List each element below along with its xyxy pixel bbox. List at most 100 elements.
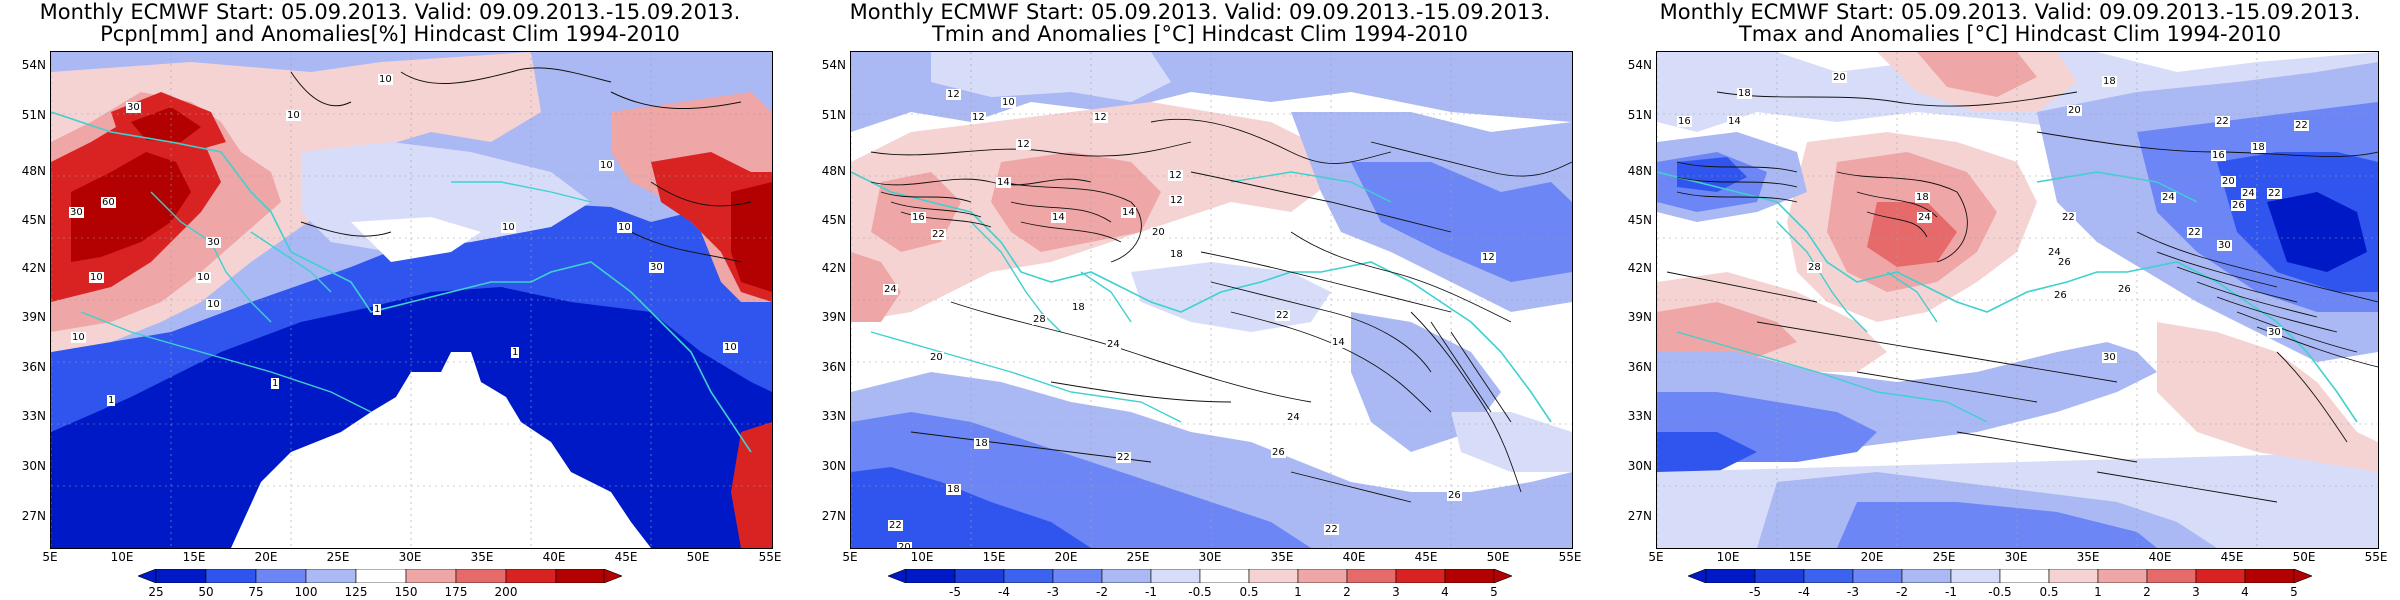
lat-label: 54N — [1627, 58, 1652, 72]
contour-label: 18 — [974, 438, 989, 449]
lon-label: 55E — [758, 550, 782, 564]
contour-label: 14 — [1727, 116, 1742, 127]
colorbar-tick: 1 — [1294, 585, 1302, 599]
precip-map: 10 10 30 30 60 10 10 10 1 1 1 10 30 10 1… — [50, 51, 773, 549]
lon-label: 20E — [1860, 550, 1884, 564]
lat-label: 51N — [21, 108, 46, 122]
contour-label: 10 — [89, 272, 104, 283]
lat-label: 42N — [1627, 261, 1652, 275]
lat-label: 36N — [1627, 360, 1652, 374]
contour-label: 22 — [2061, 212, 2076, 223]
panel-subtitle: Pcpn[mm] and Anomalies[%] Hindcast Clim … — [100, 22, 680, 46]
colorbar-tick: 125 — [344, 585, 368, 599]
colorbar-tick: 5 — [2290, 585, 2298, 599]
contour-label: 22 — [888, 520, 903, 531]
colorbar-tick: -1 — [1945, 585, 1957, 599]
contour-label: 18 — [2102, 76, 2117, 87]
colorbar-tick: -0.5 — [1988, 585, 2012, 599]
panel-tmin: Monthly ECMWF Start: 05.09.2013. Valid: … — [810, 0, 1590, 600]
colorbar-tick: -4 — [998, 585, 1010, 599]
lon-label: 35E — [470, 550, 494, 564]
colorbar — [1688, 569, 2312, 583]
colorbar-tick: 4 — [1441, 585, 1449, 599]
contour-label: 24 — [1106, 339, 1121, 350]
lon-label: 35E — [1270, 550, 1294, 564]
lat-label: 27N — [1627, 509, 1652, 523]
colorbar-tick: -4 — [1798, 585, 1810, 599]
contour-label: 16 — [1677, 116, 1692, 127]
contour-label: 26 — [1271, 447, 1286, 458]
contour-label: 10 — [501, 222, 516, 233]
colorbar-tick: 0.5 — [2039, 585, 2059, 599]
lon-label: 45E — [2220, 550, 2244, 564]
lon-label: 10E — [1716, 550, 1740, 564]
panel-tmax: Monthly ECMWF Start: 05.09.2013. Valid: … — [1620, 0, 2400, 600]
lon-label: 35E — [2076, 550, 2100, 564]
colorbar-tick: -3 — [1847, 585, 1859, 599]
lon-label: 40E — [2148, 550, 2172, 564]
contour-label: 1 — [373, 304, 382, 315]
contour-label: 26 — [2053, 290, 2068, 301]
colorbar — [138, 569, 622, 583]
contour-label: 20 — [1832, 72, 1847, 83]
lat-label: 33N — [821, 409, 846, 423]
contour-label: 16 — [911, 212, 926, 223]
colorbar-tick: 4 — [2241, 585, 2249, 599]
lon-label: 10E — [110, 550, 134, 564]
lon-label: 55E — [2364, 550, 2388, 564]
tmin-map-graphic — [851, 52, 1572, 548]
colorbar-tick: -5 — [1749, 585, 1761, 599]
contour-label: 1 — [107, 395, 116, 406]
lon-label: 50E — [1486, 550, 1510, 564]
lat-label: 45N — [1627, 213, 1652, 227]
lat-label: 33N — [1627, 409, 1652, 423]
colorbar-tick: 0.5 — [1239, 585, 1259, 599]
lon-label: 5E — [1648, 550, 1664, 564]
contour-label: 30 — [126, 102, 141, 113]
precip-map-graphic — [51, 52, 772, 548]
contour-label: 22 — [2215, 116, 2230, 127]
contour-label: 18 — [2251, 142, 2266, 153]
lat-label: 54N — [821, 58, 846, 72]
colorbar-tick: -1 — [1145, 585, 1157, 599]
contour-label: 24 — [883, 284, 898, 295]
colorbar-tick: 150 — [394, 585, 418, 599]
panel-title: Monthly ECMWF Start: 05.09.2013. Valid: … — [1659, 0, 2361, 24]
contour-label: 24 — [1917, 212, 1932, 223]
lat-label: 30N — [21, 459, 46, 473]
lon-label: 30E — [398, 550, 422, 564]
lat-label: 42N — [821, 261, 846, 275]
contour-label: 22 — [1324, 524, 1339, 535]
lat-label: 51N — [1627, 108, 1652, 122]
contour-label: 14 — [1331, 337, 1346, 348]
contour-label: 26 — [2117, 284, 2132, 295]
contour-label: 10 — [617, 222, 632, 233]
colorbar-tick: 75 — [248, 585, 264, 599]
contour-label: 14 — [1121, 207, 1136, 218]
lat-label: 36N — [21, 360, 46, 374]
colorbar-tick: 50 — [198, 585, 214, 599]
contour-label: 60 — [101, 197, 116, 208]
contour-label: 22 — [1275, 310, 1290, 321]
lon-label: 15E — [982, 550, 1006, 564]
lat-label: 48N — [821, 164, 846, 178]
colorbar-tick: 2 — [1343, 585, 1351, 599]
contour-label: 10 — [599, 160, 614, 171]
lon-label: 55E — [1558, 550, 1582, 564]
lat-label: 30N — [821, 459, 846, 473]
contour-label: 10 — [723, 342, 738, 353]
contour-label: 18 — [1915, 192, 1930, 203]
contour-label: 20 — [1151, 227, 1166, 238]
colorbar-tick: 2 — [2143, 585, 2151, 599]
colorbar-tick: 3 — [1392, 585, 1400, 599]
contour-label: 22 — [2187, 227, 2202, 238]
tmax-map: 20 18 18 16 14 18 20 22 24 22 22 18 16 2… — [1656, 51, 2379, 549]
lat-label: 48N — [1627, 164, 1652, 178]
colorbar-tick: -2 — [1896, 585, 1908, 599]
lat-label: 33N — [21, 409, 46, 423]
contour-label: 22 — [1116, 452, 1131, 463]
colorbar-tick: 1 — [2094, 585, 2102, 599]
contour-label: 12 — [1481, 252, 1496, 263]
contour-label: 28 — [1032, 314, 1047, 325]
lon-label: 20E — [254, 550, 278, 564]
